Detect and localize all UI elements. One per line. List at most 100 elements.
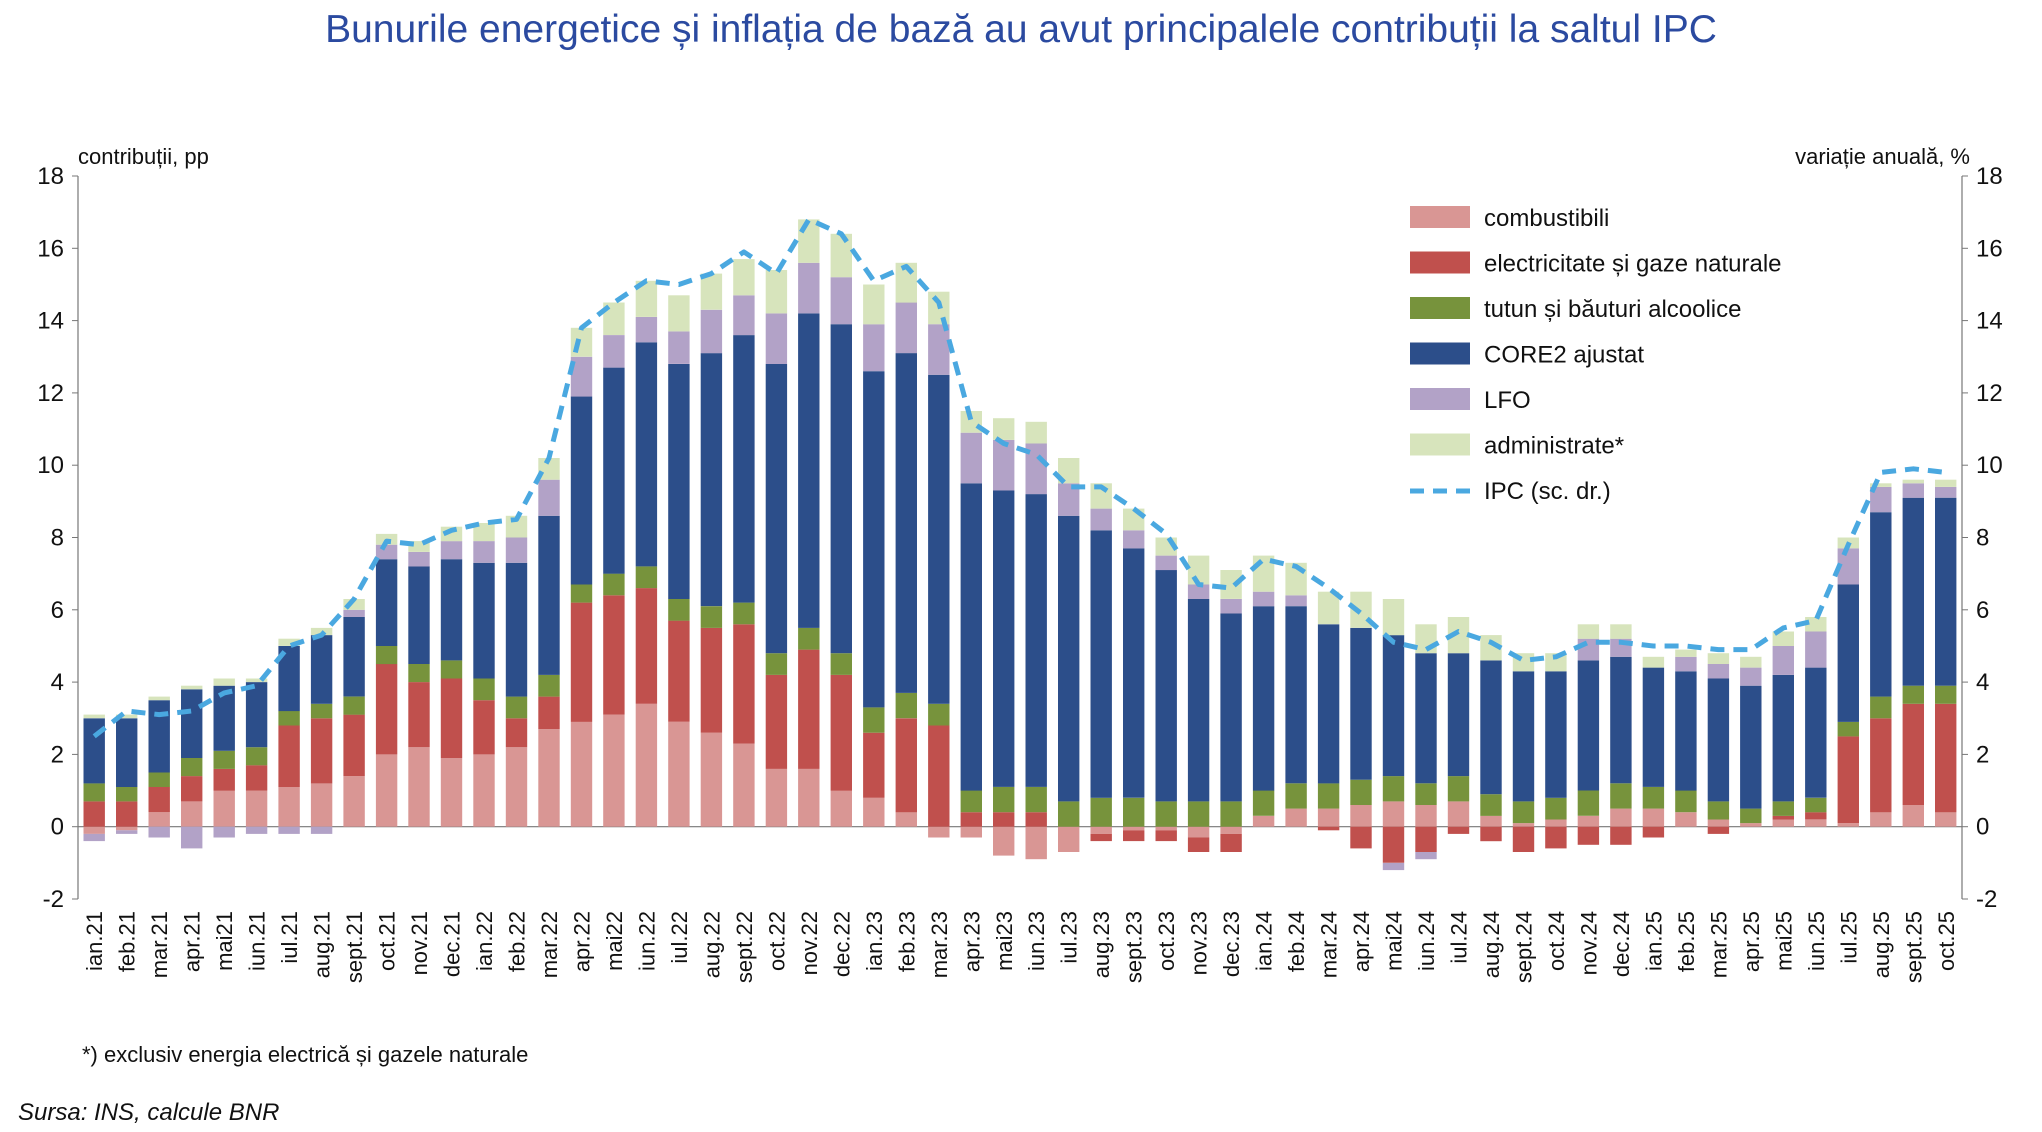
- bar-segment-lfo: [1058, 483, 1080, 516]
- right-tick-label: 12: [1976, 380, 2003, 407]
- x-tick-label: apr.24: [1349, 911, 1374, 972]
- x-tick-label: mai21: [212, 911, 237, 971]
- bar-segment-electricitate-i-gaze-naturale: [440, 678, 463, 758]
- bar-segment-combustibili: [245, 790, 268, 827]
- bar-segment-electricitate-i-gaze-naturale: [1025, 812, 1047, 827]
- bar-segment-electricitate-i-gaze-naturale: [603, 595, 625, 715]
- bar-segment-lfo: [538, 479, 560, 516]
- bar-segment-combustibili: [1577, 815, 1600, 827]
- bar-segment-administrate-: [1447, 617, 1470, 654]
- bar-segment-administrate-: [1870, 483, 1892, 487]
- bar-segment-tutun-i-b-uturi-alcoolice: [1025, 786, 1047, 813]
- ipc-series-line: [92, 216, 1947, 739]
- bar-segment-combustibili: [700, 732, 723, 827]
- bar-segment-combustibili: [1545, 819, 1567, 827]
- bar-segment-combustibili: [1935, 812, 1957, 827]
- bar-segment-core2-ajustat: [1090, 530, 1112, 798]
- bar-segment-administrate-: [1675, 649, 1697, 657]
- bar-segment-electricitate-i-gaze-naturale: [1350, 826, 1372, 849]
- bar-segment-tutun-i-b-uturi-alcoolice: [1187, 801, 1210, 827]
- x-tick-label: nov.22: [797, 911, 822, 975]
- bar-segment-core2-ajustat: [1155, 570, 1177, 802]
- x-tick-label: ian.22: [472, 911, 497, 971]
- bar-segment-administrate-: [1350, 591, 1372, 628]
- bar-segment-combustibili: [1772, 819, 1794, 827]
- x-tick-label: ian.23: [862, 911, 887, 971]
- right-tick-label: -2: [1976, 886, 1997, 913]
- bar-segment-tutun-i-b-uturi-alcoolice: [245, 747, 268, 766]
- bar-segment-tutun-i-b-uturi-alcoolice: [830, 653, 852, 675]
- bar-segment-core2-ajustat: [993, 490, 1015, 787]
- bar-segment-lfo: [700, 309, 723, 354]
- bar-segment-core2-ajustat: [375, 559, 398, 646]
- bar-segment-combustibili: [278, 786, 300, 827]
- bar-segment-core2-ajustat: [1220, 613, 1242, 802]
- bar-segment-core2-ajustat: [895, 353, 917, 693]
- x-tick-label: feb.21: [115, 911, 140, 972]
- bar-segment-lfo: [1870, 486, 1892, 513]
- bar-segment-electricitate-i-gaze-naturale: [310, 718, 333, 784]
- bar-segment-combustibili: [1058, 826, 1080, 852]
- bar-segment-administrate-: [570, 327, 593, 357]
- bar-segment-core2-ajustat: [635, 342, 658, 567]
- bar-segment-lfo: [473, 541, 495, 563]
- bar-segment-electricitate-i-gaze-naturale: [1805, 812, 1827, 820]
- bar-segment-core2-ajustat: [1707, 678, 1730, 802]
- bar-segment-tutun-i-b-uturi-alcoolice: [538, 674, 560, 697]
- bar-segment-core2-ajustat: [245, 682, 268, 748]
- bar-segment-combustibili: [928, 826, 950, 838]
- bar-segment-administrate-: [1707, 653, 1730, 664]
- bar-segment-electricitate-i-gaze-naturale: [700, 627, 723, 733]
- bar-segment-lfo: [1220, 599, 1242, 614]
- bar-segment-tutun-i-b-uturi-alcoolice: [181, 758, 203, 777]
- bar-segment-electricitate-i-gaze-naturale: [1772, 815, 1794, 820]
- bar-segment-electricitate-i-gaze-naturale: [668, 620, 690, 722]
- bar-segment-administrate-: [668, 295, 690, 332]
- bar-segment-lfo: [1090, 508, 1112, 531]
- bar-segment-administrate-: [116, 714, 138, 719]
- bar-segment-administrate-: [1805, 617, 1827, 632]
- bar-segment-lfo: [603, 335, 625, 368]
- bar-segment-core2-ajustat: [570, 396, 593, 585]
- bar-segment-core2-ajustat: [1382, 635, 1405, 777]
- bar-segment-tutun-i-b-uturi-alcoolice: [765, 653, 788, 675]
- bar-segment-electricitate-i-gaze-naturale: [1447, 826, 1470, 834]
- bar-segment-lfo: [1187, 584, 1210, 599]
- bar-segment-administrate-: [765, 270, 788, 314]
- bar-segment-electricitate-i-gaze-naturale: [83, 801, 105, 827]
- x-tick-label: dec.23: [1219, 911, 1244, 977]
- bar-segment-tutun-i-b-uturi-alcoolice: [603, 573, 625, 596]
- bar-segment-combustibili: [1123, 826, 1145, 831]
- bar-segment-combustibili: [1480, 815, 1502, 827]
- bar-segment-electricitate-i-gaze-naturale: [895, 718, 917, 813]
- bar-segment-lfo: [1675, 656, 1697, 672]
- bar-segment-combustibili: [148, 812, 170, 827]
- bar-segment-combustibili: [1512, 823, 1535, 827]
- bar-segment-administrate-: [213, 678, 235, 686]
- bar-segment-administrate-: [863, 284, 885, 325]
- bar-segment-lfo: [1415, 852, 1437, 860]
- bar-segment-combustibili: [1642, 808, 1665, 827]
- bar-segment-administrate-: [1772, 631, 1794, 646]
- bar-segment-electricitate-i-gaze-naturale: [798, 649, 820, 769]
- x-tick-label: aug.22: [699, 911, 724, 978]
- bar-segment-electricitate-i-gaze-naturale: [1480, 826, 1502, 842]
- bar-segment-core2-ajustat: [1935, 497, 1957, 686]
- bar-segment-electricitate-i-gaze-naturale: [733, 624, 755, 744]
- bar-segment-combustibili: [1447, 801, 1470, 827]
- x-tick-label: apr.25: [1739, 911, 1764, 972]
- bar-segment-core2-ajustat: [603, 367, 625, 574]
- bar-segment-tutun-i-b-uturi-alcoolice: [213, 750, 235, 769]
- bar-segment-combustibili: [1610, 808, 1632, 827]
- bar-segment-electricitate-i-gaze-naturale: [1577, 826, 1600, 845]
- bar-segment-lfo: [1935, 486, 1957, 498]
- bar-segment-combustibili: [798, 768, 820, 827]
- bar-segment-tutun-i-b-uturi-alcoolice: [1740, 808, 1762, 824]
- bar-segment-tutun-i-b-uturi-alcoolice: [1155, 801, 1177, 827]
- bar-segment-core2-ajustat: [1317, 624, 1340, 784]
- bar-segment-core2-ajustat: [1285, 606, 1307, 784]
- left-tick-label: 16: [37, 235, 64, 262]
- bar-segment-electricitate-i-gaze-naturale: [408, 682, 430, 748]
- bar-segment-core2-ajustat: [473, 562, 495, 679]
